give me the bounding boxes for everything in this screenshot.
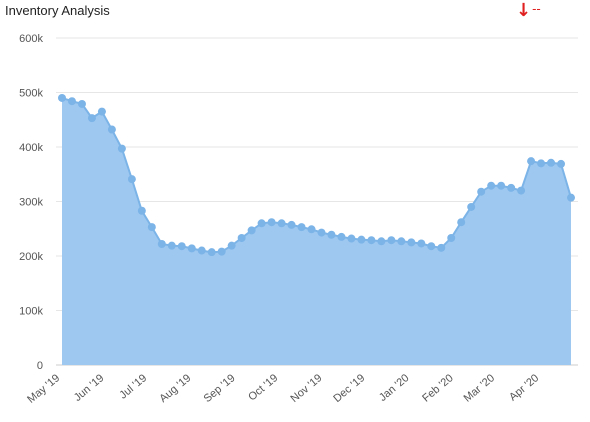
x-axis: May '19 Jun '19 Jul '19 Aug '19 Sep '19 Oct '… — [25, 372, 541, 406]
trend-value: -- — [532, 1, 541, 16]
data-point — [147, 223, 156, 232]
data-point — [377, 237, 386, 246]
data-point — [327, 230, 336, 239]
y-axis: 0 100k 200k 300k 400k 500k 600k — [19, 33, 43, 372]
chart-title: Inventory Analysis — [5, 3, 110, 18]
x-tick-label: Apr '20 — [507, 372, 541, 403]
y-tick-label: 400k — [19, 142, 43, 154]
data-point — [357, 235, 366, 244]
data-point — [497, 181, 506, 190]
y-tick-label: 600k — [19, 33, 43, 45]
data-point — [307, 225, 316, 234]
arrow-down-icon: ↓ — [516, 0, 532, 21]
data-point — [137, 206, 146, 215]
data-point — [407, 238, 416, 247]
data-point — [447, 234, 456, 243]
data-point — [157, 240, 166, 249]
data-point — [207, 248, 216, 257]
data-point — [417, 239, 426, 248]
data-point — [557, 159, 566, 168]
data-point — [177, 242, 186, 251]
series-inventory — [61, 96, 572, 366]
data-point — [97, 107, 106, 116]
data-point — [237, 234, 246, 243]
data-point — [67, 97, 76, 106]
y-tick-label: 300k — [19, 197, 43, 209]
data-point — [507, 183, 516, 192]
data-point — [317, 228, 326, 237]
data-point — [337, 232, 346, 241]
x-tick-label: Aug '19 — [157, 372, 193, 405]
data-point — [58, 93, 66, 102]
data-point — [277, 219, 286, 228]
data-points — [58, 93, 575, 257]
data-point — [457, 218, 466, 227]
data-point — [427, 242, 436, 251]
data-point — [537, 159, 546, 168]
data-point — [437, 243, 446, 252]
data-point — [487, 181, 496, 190]
data-point — [257, 219, 266, 228]
x-tick-label: Feb '20 — [420, 372, 456, 405]
x-tick-label: Sep '19 — [202, 372, 238, 405]
data-point — [467, 202, 476, 211]
data-point — [187, 244, 196, 253]
data-point — [107, 125, 116, 134]
x-tick-label: Dec '19 — [331, 372, 367, 405]
data-point — [87, 114, 96, 123]
data-point — [127, 175, 136, 184]
y-tick-label: 500k — [19, 88, 43, 100]
x-tick-label: Jun '19 — [72, 372, 107, 404]
data-point — [527, 157, 536, 166]
data-point — [227, 241, 236, 250]
data-point — [477, 187, 486, 196]
data-point — [217, 247, 226, 256]
data-point — [77, 99, 86, 108]
data-point — [247, 226, 256, 235]
trend-indicator: ↓-- — [516, 0, 541, 21]
data-point — [287, 220, 296, 229]
data-point — [267, 218, 276, 227]
data-point — [367, 236, 376, 245]
data-point — [387, 236, 396, 245]
x-tick-label: Jan '20 — [377, 372, 412, 404]
data-point — [297, 223, 306, 232]
data-point — [197, 246, 206, 255]
x-tick-label: Jul '19 — [117, 372, 149, 401]
data-point — [117, 144, 126, 153]
x-tick-label: Oct '19 — [246, 372, 280, 403]
y-tick-label: 200k — [19, 251, 43, 263]
data-point — [517, 186, 526, 195]
data-point — [347, 234, 356, 243]
data-point — [397, 237, 406, 246]
data-point — [567, 193, 575, 202]
x-tick-label: Mar '20 — [462, 372, 498, 405]
series-line — [61, 96, 572, 254]
data-point — [167, 241, 176, 250]
y-tick-label: 0 — [37, 360, 43, 372]
data-point — [547, 158, 556, 167]
y-tick-label: 100k — [19, 306, 43, 318]
x-tick-label: Nov '19 — [289, 372, 325, 405]
x-tick-label: May '19 — [25, 372, 62, 406]
